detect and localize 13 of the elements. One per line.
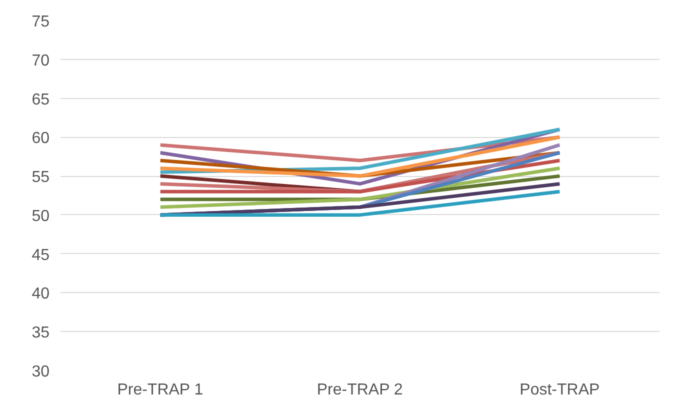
x-tick-label: Post-TRAP: [520, 382, 600, 398]
y-tick-label: 70: [32, 52, 50, 70]
y-tick-label: 35: [32, 324, 50, 342]
y-tick-label: 50: [32, 208, 50, 225]
y-tick-label: 55: [32, 169, 50, 186]
y-tick-label: 65: [32, 91, 50, 108]
y-tick-label: 40: [32, 286, 50, 303]
y-tick-label: 75: [32, 14, 50, 30]
y-tick-label: 60: [32, 130, 50, 148]
x-tick-label: Pre-TRAP 1: [117, 382, 204, 398]
x-tick-label: Pre-TRAP 2: [316, 382, 403, 398]
y-tick-label: 30: [32, 364, 50, 380]
y-tick-label: 45: [32, 246, 50, 264]
